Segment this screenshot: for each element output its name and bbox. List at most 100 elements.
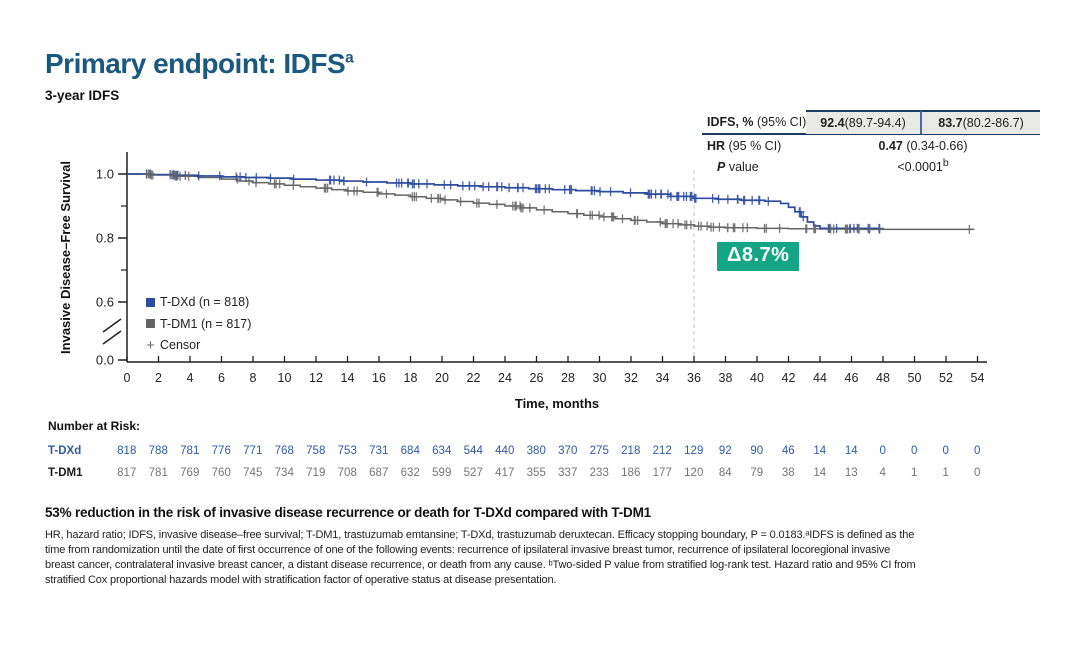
y-tick-label: 0.0: [96, 353, 114, 368]
x-tick-label: 20: [435, 371, 449, 385]
chart-subtitle: 3-year IDFS: [45, 88, 120, 103]
footnote-line: stratified Cox proportional hazards mode…: [45, 574, 557, 586]
risk-count: 38: [781, 467, 795, 479]
x-tick-label: 16: [372, 371, 386, 385]
x-tick-label: 36: [687, 371, 701, 385]
page-title: Primary endpoint: IDFSa: [45, 48, 354, 80]
risk-count: 355: [526, 467, 546, 479]
risk-count: 13: [844, 467, 858, 479]
risk-count: 788: [148, 445, 168, 457]
risk-count: 734: [274, 467, 294, 479]
risk-count: 440: [495, 445, 515, 457]
risk-count: 769: [180, 467, 200, 479]
risk-values-tdxd: 818 788 781 776 771 768 758 753 731 684 634 544 440 3…: [111, 445, 993, 457]
risk-count: 14: [813, 467, 827, 479]
tdm1-swatch-icon: [146, 319, 155, 328]
page-title-superscript: a: [345, 49, 354, 67]
idfs-row-label: IDFS, % (95% CI): [707, 115, 807, 129]
x-tick-label: 48: [876, 371, 890, 385]
risk-count: 753: [337, 445, 357, 457]
risk-row-label-tdm1: T-DM1: [48, 467, 83, 479]
footnote: HR, hazard ratio; IDFS, invasive disease…: [45, 528, 1045, 588]
x-tick-label: 22: [467, 371, 481, 385]
axis-break-slash: [102, 318, 122, 333]
risk-count: 817: [117, 467, 137, 479]
risk-count: 544: [463, 445, 483, 457]
idfs-value-tdxd: 92.4 (89.7-94.4): [806, 110, 922, 134]
t-dxd-censor-marks: [142, 169, 885, 233]
delta-annotation: Δ8.7%: [717, 242, 800, 271]
risk-count: 760: [211, 467, 231, 479]
chart-legend: T-DXd (n = 818) T-DM1 (n = 817) + Censor: [146, 295, 251, 360]
x-tick-label: 40: [750, 371, 764, 385]
key-finding-statement: 53% reduction in the risk of invasive di…: [45, 505, 651, 520]
x-tick-label: 6: [218, 371, 225, 385]
censor-plus-icon: +: [146, 336, 155, 354]
risk-count: 129: [684, 445, 704, 457]
risk-row-label-tdxd: T-DXd: [48, 445, 82, 457]
pvalue-value: <0.0001b: [897, 158, 949, 175]
risk-count: 781: [148, 467, 168, 479]
risk-count: 687: [369, 467, 389, 479]
hr-row-label: HR (95 % CI): [707, 138, 782, 153]
risk-count: 92: [718, 445, 732, 457]
x-tick-label: 50: [908, 371, 922, 385]
hr-value: 0.47 (0.34-0.66): [878, 138, 968, 153]
results-table-row-idfs: IDFS, % (95% CI) 92.4 (89.7-94.4) 83.7 (…: [702, 110, 1040, 135]
risk-count: 0: [879, 445, 886, 457]
x-tick-label: 44: [813, 371, 827, 385]
risk-count: 177: [652, 467, 672, 479]
x-tick-label: 8: [250, 371, 257, 385]
results-table: IDFS, % (95% CI) 92.4 (89.7-94.4) 83.7 (…: [702, 110, 1040, 177]
y-tick-label: 0.8: [96, 231, 114, 246]
risk-count: 120: [684, 467, 704, 479]
results-table-row-pvalue: P value <0.0001b: [702, 156, 1040, 177]
risk-count: 1: [942, 467, 949, 479]
x-tick-label: 0: [124, 371, 131, 385]
y-tick-label: 0.6: [96, 295, 114, 310]
legend-label-tdm1: T-DM1 (n = 817): [160, 316, 252, 331]
risk-count: 708: [337, 467, 357, 479]
risk-count: 218: [621, 445, 641, 457]
risk-count: 818: [117, 445, 137, 457]
risk-count: 186: [621, 467, 641, 479]
risk-count: 768: [274, 445, 294, 457]
footnote-line: breast cancer, contralateral invasive br…: [45, 559, 916, 571]
axis-break-slash: [102, 330, 122, 345]
risk-count: 1: [911, 467, 918, 479]
risk-count: 758: [306, 445, 326, 457]
risk-count: 599: [432, 467, 452, 479]
legend-label-tdxd: T-DXd (n = 818): [160, 295, 250, 309]
risk-count: 632: [400, 467, 420, 479]
risk-count: 781: [180, 445, 200, 457]
risk-count: 233: [589, 467, 609, 479]
footnote-line: HR, hazard ratio; IDFS, invasive disease…: [45, 529, 915, 541]
risk-count: 684: [400, 445, 420, 457]
x-tick-label: 52: [939, 371, 953, 385]
x-tick-label: 30: [593, 371, 607, 385]
x-tick-label: 42: [782, 371, 796, 385]
risk-count: 84: [718, 467, 732, 479]
x-tick-label: 38: [719, 371, 733, 385]
tdxd-swatch-icon: [146, 297, 155, 307]
pvalue-row-label: P value: [717, 159, 759, 174]
t-dm1-censor-marks: [141, 169, 974, 234]
legend-item-censor: + Censor: [146, 336, 251, 354]
legend-item-tdm1: T-DM1 (n = 817): [146, 317, 251, 331]
x-tick-label: 46: [845, 371, 859, 385]
risk-count: 4: [879, 467, 886, 479]
risk-count: 0: [942, 445, 949, 457]
risk-count: 719: [306, 467, 326, 479]
x-tick-label: 2: [155, 371, 162, 385]
risk-count: 527: [463, 467, 483, 479]
x-tick-label: 14: [341, 371, 355, 385]
risk-count: 370: [558, 445, 578, 457]
risk-count: 0: [974, 445, 981, 457]
risk-count: 79: [750, 467, 764, 479]
x-tick-label: 4: [187, 371, 194, 385]
x-tick-label: 28: [561, 371, 575, 385]
x-axis-title: Time, months: [514, 396, 600, 411]
risk-count: 0: [974, 467, 981, 479]
risk-count: 212: [652, 445, 672, 457]
